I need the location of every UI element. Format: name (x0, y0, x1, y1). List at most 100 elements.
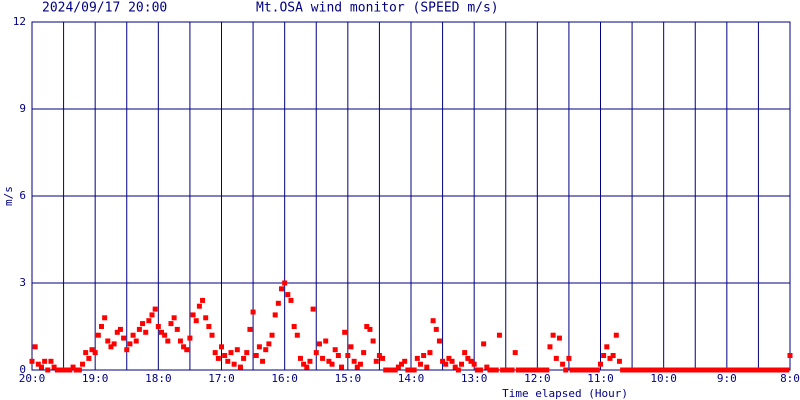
point (244, 350, 250, 356)
point (193, 318, 199, 324)
point (301, 361, 307, 367)
x-tick-label: 9:0 (717, 372, 737, 385)
x-tick-label: 12:0 (524, 372, 551, 385)
point (345, 353, 351, 358)
point (89, 347, 95, 353)
point (686, 367, 692, 373)
point (70, 364, 76, 370)
point (76, 367, 82, 373)
point (177, 338, 183, 344)
point (399, 361, 405, 367)
point (114, 329, 120, 335)
point (440, 358, 446, 364)
point (165, 338, 171, 344)
point (506, 367, 512, 373)
point (639, 367, 645, 373)
point (288, 297, 294, 303)
point (727, 367, 733, 373)
point (519, 367, 525, 373)
point (342, 329, 348, 335)
point (414, 355, 420, 361)
point (708, 367, 714, 373)
point (493, 367, 499, 373)
point (556, 335, 562, 341)
point (234, 347, 240, 353)
point (209, 332, 215, 338)
point (121, 335, 127, 341)
point (402, 358, 408, 364)
point (225, 358, 231, 364)
point (651, 367, 657, 373)
point (108, 344, 114, 350)
point (57, 367, 63, 373)
point (285, 292, 291, 298)
point (427, 350, 433, 356)
point (386, 367, 392, 373)
point (67, 367, 73, 373)
y-tick-label: 3 (19, 276, 26, 289)
point (718, 367, 724, 373)
point (471, 361, 477, 367)
point (626, 367, 632, 373)
point (648, 367, 654, 373)
point (408, 367, 414, 373)
point (421, 353, 427, 358)
point (83, 350, 89, 356)
point (168, 321, 174, 327)
point (575, 367, 581, 373)
point (237, 364, 243, 370)
point (563, 367, 569, 373)
point (743, 367, 749, 373)
point (699, 367, 705, 373)
point (566, 355, 572, 361)
point (155, 324, 161, 329)
point (768, 367, 774, 373)
point (455, 367, 461, 373)
point (774, 367, 780, 373)
point (755, 367, 761, 373)
point (531, 367, 537, 373)
point (320, 355, 326, 361)
point (231, 361, 237, 367)
point (496, 332, 502, 338)
point (490, 367, 496, 373)
point (579, 367, 585, 373)
point (629, 367, 635, 373)
point (203, 315, 209, 321)
point (373, 358, 379, 364)
point (582, 367, 588, 373)
point (604, 344, 610, 350)
x-axis-label: Time elapsed (Hour) (502, 387, 628, 400)
point (354, 364, 360, 370)
point (361, 350, 367, 356)
point (661, 367, 667, 373)
point (190, 312, 196, 318)
point (92, 350, 98, 356)
point (676, 367, 682, 373)
point (443, 361, 449, 367)
point (279, 286, 285, 292)
point (266, 341, 272, 347)
point (260, 358, 266, 364)
point (61, 367, 67, 373)
point (136, 326, 142, 332)
point (481, 341, 487, 347)
point (616, 358, 622, 364)
point (452, 364, 458, 370)
point (171, 315, 177, 321)
point (250, 309, 256, 315)
x-tick-label: 16:0 (271, 372, 298, 385)
point (187, 335, 193, 341)
point (620, 367, 626, 373)
point (721, 367, 727, 373)
x-tick-label: 8:0 (780, 372, 800, 385)
point (446, 355, 452, 361)
point (335, 353, 341, 358)
point (465, 355, 471, 361)
point (433, 326, 439, 332)
point (357, 361, 363, 367)
point (38, 364, 44, 370)
point (102, 315, 108, 321)
point (635, 367, 641, 373)
